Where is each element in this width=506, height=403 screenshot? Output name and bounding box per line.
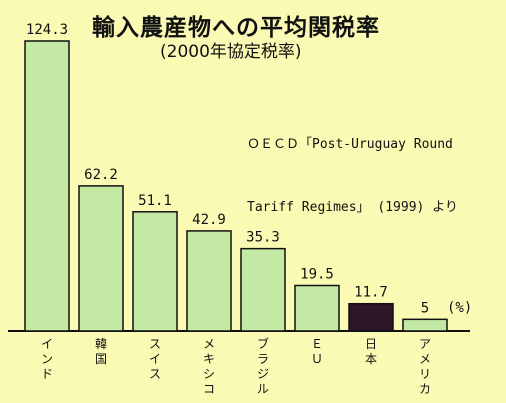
source-line-1: ＯＥＣＤ「Post-Uruguay Round bbox=[247, 137, 453, 152]
source-note: ＯＥＣＤ「Post-Uruguay Round Tariff Regimes」 … bbox=[247, 92, 458, 239]
bar-3 bbox=[186, 230, 232, 332]
value-label-4: 35.3 bbox=[246, 230, 280, 246]
chart-subtitle: (2000年協定税率) bbox=[160, 42, 302, 62]
bar-5 bbox=[294, 284, 340, 332]
value-label-5: 19.5 bbox=[300, 267, 334, 283]
bar-2 bbox=[132, 211, 178, 332]
bar-7 bbox=[402, 318, 448, 332]
category-label-2: スイス bbox=[149, 337, 161, 381]
value-label-2: 51.1 bbox=[138, 193, 172, 209]
bar-6 bbox=[348, 302, 394, 332]
unit-label: (%) bbox=[447, 300, 473, 316]
value-label-3: 42.9 bbox=[192, 212, 226, 228]
category-label-1: 韓国 bbox=[95, 337, 107, 366]
category-label-0: インド bbox=[41, 337, 53, 381]
source-line-2: Tariff Regimes」 (1999) より bbox=[247, 200, 458, 215]
bar-1 bbox=[78, 185, 124, 332]
bar-0 bbox=[24, 40, 70, 332]
category-label-5: ＥＵ bbox=[311, 337, 323, 366]
category-label-4: ブラジル bbox=[257, 336, 269, 396]
value-label-1: 62.2 bbox=[84, 167, 118, 183]
category-label-3: メキシコ bbox=[203, 337, 215, 396]
category-label-6: 日本 bbox=[365, 337, 377, 366]
value-label-0: 124.3 bbox=[26, 22, 68, 38]
category-label-7: アメリカ bbox=[419, 337, 431, 396]
value-label-7: 5 bbox=[421, 300, 429, 316]
chart-title: 輸入農産物への平均関税率 bbox=[92, 15, 380, 41]
bar-4 bbox=[240, 247, 286, 332]
value-label-6: 11.7 bbox=[354, 285, 388, 301]
